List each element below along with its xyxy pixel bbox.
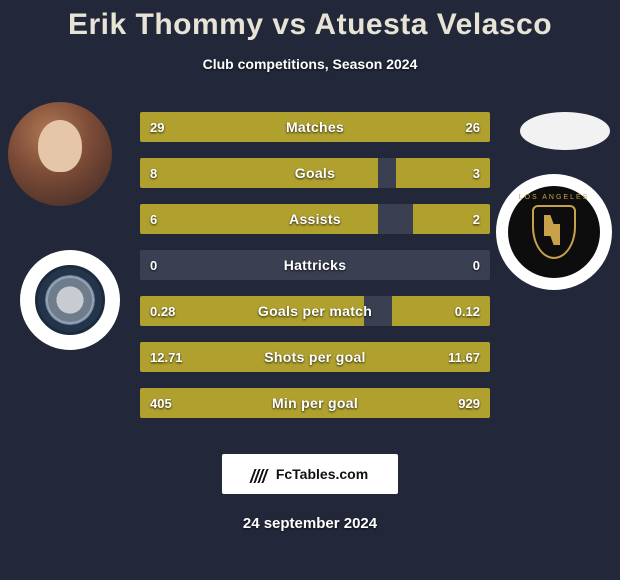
brand-icon: [252, 465, 270, 483]
player-right-avatar: [520, 112, 610, 150]
stat-label: Assists: [140, 204, 490, 234]
stat-label: Min per goal: [140, 388, 490, 418]
stat-label: Matches: [140, 112, 490, 142]
stat-label: Goals: [140, 158, 490, 188]
footer-date: 24 september 2024: [0, 515, 620, 532]
player-left-avatar: [8, 102, 112, 206]
page-subtitle: Club competitions, Season 2024: [0, 56, 620, 72]
club-left-icon: [35, 265, 105, 335]
stat-row: 12.7111.67Shots per goal: [140, 342, 490, 372]
stat-row: 83Goals: [140, 158, 490, 188]
stat-row: 00Hattricks: [140, 250, 490, 280]
stat-bars: 2926Matches 83Goals 62Assists 00Hattricks 0.…: [140, 112, 490, 434]
club-right-badge: LOS ANGELES: [496, 174, 612, 290]
club-right-icon: LOS ANGELES: [508, 186, 600, 278]
stat-label: Hattricks: [140, 250, 490, 280]
page-title: Erik Thommy vs Atuesta Velasco: [0, 0, 620, 42]
stat-row: 2926Matches: [140, 112, 490, 142]
brand-badge[interactable]: FcTables.com: [222, 454, 398, 494]
stat-row: 62Assists: [140, 204, 490, 234]
brand-label: FcTables.com: [276, 466, 368, 482]
stat-label: Goals per match: [140, 296, 490, 326]
club-left-badge: [20, 250, 120, 350]
stat-row: 0.280.12Goals per match: [140, 296, 490, 326]
stat-label: Shots per goal: [140, 342, 490, 372]
stat-row: 405929Min per goal: [140, 388, 490, 418]
